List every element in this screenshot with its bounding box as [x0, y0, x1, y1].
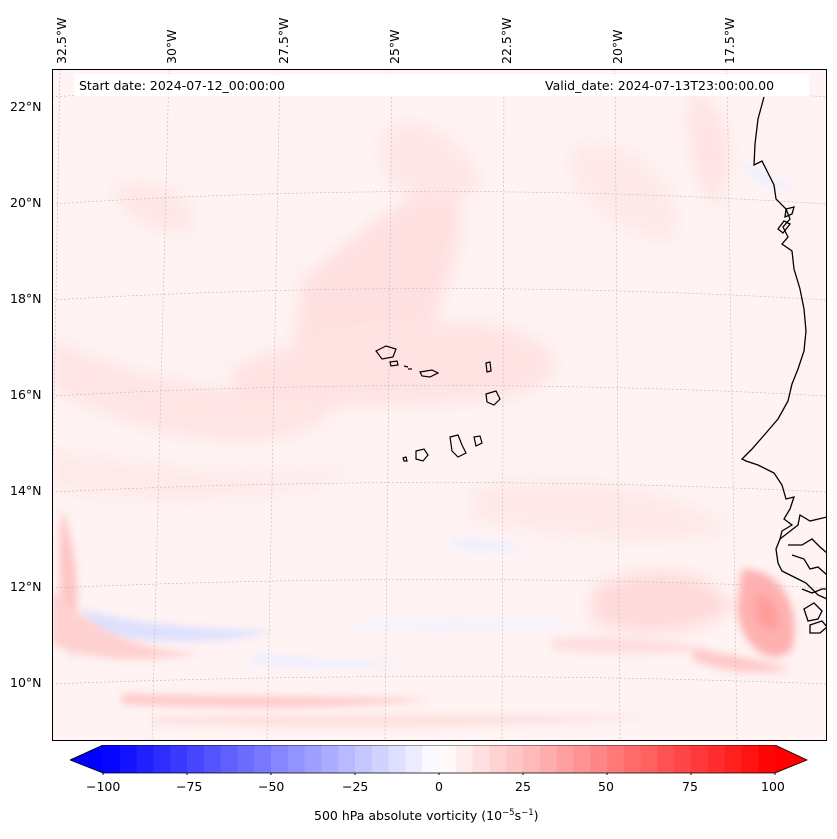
colorbar-bin: [523, 745, 541, 773]
lon-label-27-5w: 27.5°W: [276, 17, 291, 64]
colorbar-max-extension: [775, 745, 807, 773]
lat-label-12n: 12°N: [10, 579, 42, 594]
vorticity-map: [52, 69, 827, 741]
lon-label-22-5w: 22.5°W: [499, 17, 514, 64]
lon-label-17-5w: 17.5°W: [722, 17, 737, 64]
lon-label-30w: 30°W: [164, 29, 179, 64]
colorbar-bin: [590, 745, 608, 773]
colorbar-bin: [422, 745, 440, 773]
colorbar-bin: [674, 745, 692, 773]
colorbar-bin: [103, 745, 121, 773]
colorbar-bin: [489, 745, 507, 773]
colorbar-bin: [203, 745, 222, 773]
colorbar-bin: [657, 745, 675, 773]
lon-label-32-5w: 32.5°W: [54, 17, 69, 64]
colorbar: [70, 745, 808, 775]
colorbar-bin: [338, 745, 356, 773]
cbar-tick-label-75: 75: [682, 779, 698, 794]
colorbar-bin: [287, 745, 306, 773]
header-band: [74, 74, 809, 96]
colorbar-bin: [136, 745, 154, 773]
colorbar-bin: [271, 745, 289, 773]
colorbar-bin: [187, 745, 205, 773]
colorbar-bin: [321, 745, 339, 773]
colorbar-bin: [237, 745, 255, 773]
start-date-label: Start date: 2024-07-12_00:00:00: [79, 78, 285, 93]
colorbar-bin: [388, 745, 406, 773]
lat-label-10n: 10°N: [10, 675, 42, 690]
colorbar-bin: [724, 745, 742, 773]
lat-label-16n: 16°N: [10, 387, 42, 402]
red-vorticity-patches: [52, 509, 795, 728]
colorbar-bin: [472, 745, 490, 773]
lat-label-22n: 22°N: [10, 99, 42, 114]
colorbar-min-extension: [70, 745, 103, 773]
cbar-tick-label-m75: −75: [176, 779, 203, 794]
colorbar-title: 500 hPa absolute vorticity (10−5s−1): [314, 808, 539, 824]
cbar-tick-label-100: 100: [761, 779, 785, 794]
colorbar-bin: [439, 745, 457, 773]
lon-label-25w: 25°W: [387, 29, 402, 64]
colorbar-bin: [607, 745, 625, 773]
colorbar-bin: [405, 745, 423, 773]
colorbar-bin: [539, 745, 558, 773]
valid-date-label: Valid_date: 2024-07-13T23:00:00.00: [545, 78, 775, 93]
colorbar-bin: [707, 745, 726, 773]
lat-label-20n: 20°N: [10, 195, 42, 210]
colorbar-bin: [455, 745, 474, 773]
colorbar-bin: [153, 745, 171, 773]
colorbar-bin: [691, 745, 709, 773]
african-coastline: [740, 96, 827, 634]
colorbar-bin: [304, 745, 322, 773]
colorbar-bin: [119, 745, 138, 773]
colorbar-bin: [640, 745, 658, 773]
colorbar-bin: [758, 745, 776, 773]
cbar-tick-label-0: 0: [435, 779, 443, 794]
colorbar-bins: [103, 745, 776, 773]
colorbar-bin: [355, 745, 373, 773]
cbar-tick-label-m25: −25: [342, 779, 369, 794]
lon-label-20w: 20°W: [610, 29, 625, 64]
cbar-tick-label-m100: −100: [86, 779, 121, 794]
cbar-tick-label-50: 50: [598, 779, 614, 794]
lat-label-18n: 18°N: [10, 291, 42, 306]
colorbar-bin: [556, 745, 574, 773]
colorbar-bin: [506, 745, 524, 773]
colorbar-bin: [220, 745, 238, 773]
colorbar-bin: [170, 745, 188, 773]
colorbar-bin: [254, 745, 272, 773]
cabo-verde-islands: [375, 345, 501, 462]
cbar-tick-label-25: 25: [515, 779, 531, 794]
colorbar-bin: [371, 745, 390, 773]
colorbar-bin: [741, 745, 759, 773]
lat-label-14n: 14°N: [10, 483, 42, 498]
colorbar-bin: [623, 745, 642, 773]
cbar-tick-label-m50: −50: [258, 779, 285, 794]
blue-vorticity-patches: [82, 164, 792, 668]
colorbar-bin: [573, 745, 591, 773]
